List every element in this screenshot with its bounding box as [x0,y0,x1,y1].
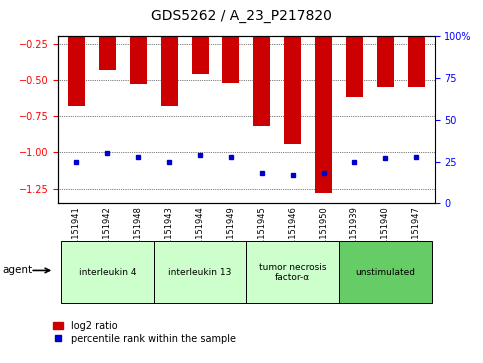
Legend: log2 ratio, percentile rank within the sample: log2 ratio, percentile rank within the s… [53,321,236,344]
Bar [315,36,332,193]
Bar [222,36,240,83]
Bar [99,36,116,70]
Bar [68,36,85,106]
Bar [346,36,363,97]
Bar [130,36,147,84]
Text: agent: agent [2,265,32,276]
Bar [154,241,246,303]
Bar [377,36,394,87]
Bar [408,36,425,87]
Bar [61,241,154,303]
Bar [253,36,270,126]
Bar [246,241,339,303]
Text: GDS5262 / A_23_P217820: GDS5262 / A_23_P217820 [151,9,332,23]
Text: unstimulated: unstimulated [355,268,415,277]
Bar [284,36,301,144]
Text: tumor necrosis
factor-α: tumor necrosis factor-α [259,262,327,282]
Bar [192,36,209,74]
Text: interleukin 13: interleukin 13 [168,268,232,277]
Bar [161,36,178,106]
Text: interleukin 4: interleukin 4 [79,268,136,277]
Bar [339,241,432,303]
